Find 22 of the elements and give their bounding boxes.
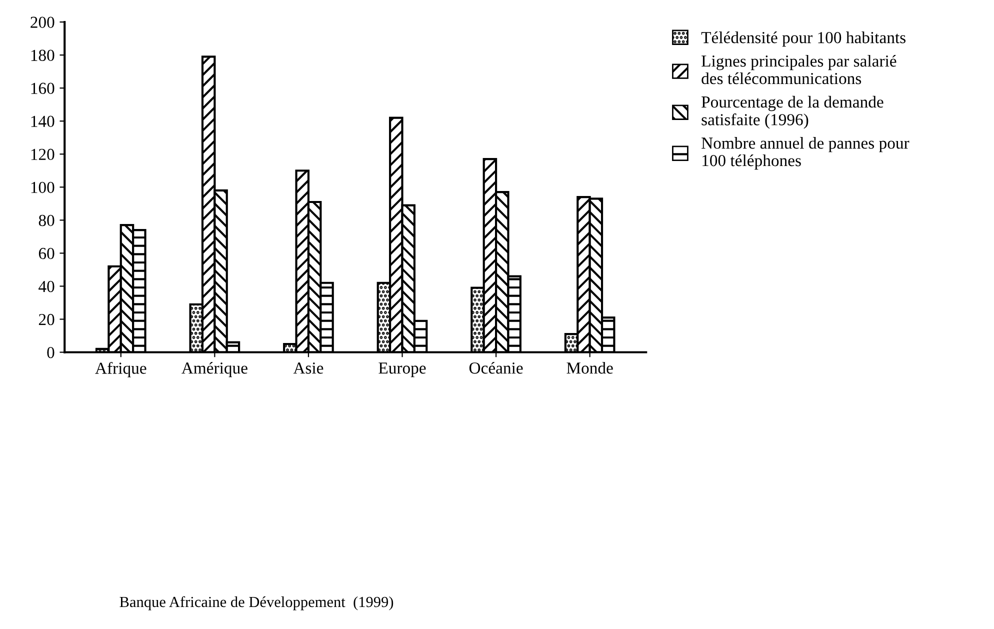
y-tick-label: 160: [31, 82, 54, 94]
x-tick-label: Asie: [293, 362, 324, 374]
y-tick-label: 40: [38, 280, 54, 292]
y-tick-label: 120: [31, 148, 54, 160]
y-tick-label: 100: [31, 182, 54, 194]
y-tick-label: 60: [38, 248, 54, 260]
legend-label: Nombre annuel de pannes pour 100 téléphones: [702, 137, 910, 170]
x-tick-label: Monde: [566, 362, 613, 374]
x-tick-label: Amérique: [182, 362, 248, 378]
x-tick-label: Océanie: [469, 362, 523, 374]
y-tick-label: 0: [47, 346, 54, 358]
text: Banque Africaine de Développement (1999): [120, 596, 394, 610]
y-tick-label: 200: [30, 16, 54, 28]
x-tick-label: Europe: [378, 362, 426, 378]
legend-label: Lignes principales par salarié des télécommunications: [702, 54, 896, 84]
y-tick-label: 180: [31, 50, 54, 61]
legend-label: Pourcentage de la demande satisfaite (1996): [702, 96, 884, 129]
x-tick-label: Afrique: [95, 362, 146, 378]
y-tick-label: 140: [31, 116, 54, 128]
y-tick-label: 20: [38, 314, 54, 326]
y-tick-label: 80: [38, 214, 54, 226]
legend-label: Télédensité pour 100 habitants: [701, 31, 906, 47]
